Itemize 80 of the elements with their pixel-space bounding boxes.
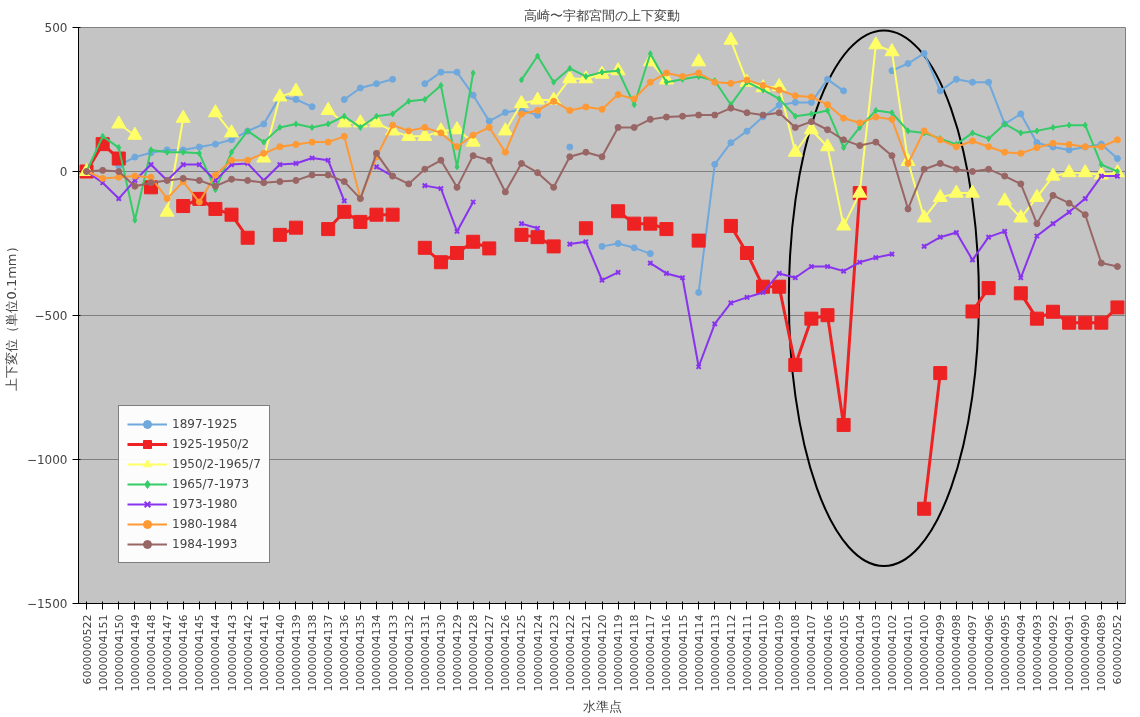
x-tick-label: 10000004130 bbox=[434, 614, 448, 692]
x-tick-label: 10000004151 bbox=[96, 614, 110, 692]
x-tick-label: 10000004144 bbox=[209, 614, 223, 692]
x-tick-label: 10000004094 bbox=[1014, 614, 1028, 692]
x-tick-label: 10000004146 bbox=[177, 614, 191, 692]
x-tick-label: 10000004122 bbox=[563, 614, 577, 692]
x-tick-label: 6000002052 bbox=[1111, 614, 1125, 685]
x-tick-label: 10000004123 bbox=[547, 614, 561, 692]
x-tick-label: 10000004093 bbox=[1030, 614, 1044, 692]
x-tick-label: 10000004145 bbox=[193, 614, 207, 692]
y-tick-label: −500 bbox=[34, 309, 68, 323]
x-tick-label: 10000004128 bbox=[467, 614, 481, 692]
x-tick-label: 10000004150 bbox=[112, 614, 126, 692]
x-tick-label: 10000004103 bbox=[869, 614, 883, 692]
x-tick-label: 10000004098 bbox=[950, 614, 964, 692]
x-tick-label: 10000004143 bbox=[225, 614, 239, 692]
x-axis-title: 水準点 bbox=[582, 699, 622, 715]
x-tick-label: 10000004125 bbox=[515, 614, 529, 692]
x-tick-label: 10000004091 bbox=[1063, 614, 1077, 692]
x-tick-label: 10000004119 bbox=[612, 614, 626, 692]
x-tick-label: 10000004127 bbox=[483, 614, 497, 692]
y-tick-label: −1000 bbox=[26, 453, 68, 467]
x-tick-label: 10000004134 bbox=[370, 614, 384, 692]
x-tick-label: 10000004106 bbox=[821, 614, 835, 692]
x-tick-label: 10000004121 bbox=[579, 614, 593, 692]
legend-label: 1897-1925 bbox=[172, 417, 238, 431]
x-tick-label: 10000004131 bbox=[418, 614, 432, 692]
x-tick-label: 10000004133 bbox=[386, 614, 400, 692]
x-tick-label: 10000004132 bbox=[402, 614, 416, 692]
x-tick-label: 10000004148 bbox=[144, 614, 158, 692]
y-tick-label: −1500 bbox=[26, 597, 68, 611]
x-tick-label: 10000004108 bbox=[789, 614, 803, 692]
x-tick-label: 10000004117 bbox=[644, 614, 658, 692]
x-tick-label: 10000004149 bbox=[128, 614, 142, 692]
x-tick-label: 10000004104 bbox=[853, 614, 867, 692]
legend-label: 1973-1980 bbox=[172, 497, 238, 511]
chart-title: 高崎〜宇都宮間の上下変動 bbox=[524, 7, 680, 23]
x-tick-label: 10000004097 bbox=[966, 614, 980, 692]
x-tick-label: 10000004140 bbox=[273, 614, 287, 692]
x-tick-label: 10000004107 bbox=[805, 614, 819, 692]
x-tick-label: 10000004095 bbox=[998, 614, 1012, 692]
x-tick-label: 10000004109 bbox=[773, 614, 787, 692]
x-tick-label: 10000004114 bbox=[692, 614, 706, 692]
x-tick-label: 10000004142 bbox=[241, 614, 255, 692]
x-tick-label: 10000004101 bbox=[902, 614, 916, 692]
x-tick-label: 10000004118 bbox=[628, 614, 642, 692]
x-tick-label: 10000004096 bbox=[982, 614, 996, 692]
x-tick-label: 10000004110 bbox=[757, 614, 771, 692]
legend-label: 1950/2-1965/7 bbox=[172, 457, 261, 471]
x-tick-label: 10000004126 bbox=[499, 614, 513, 692]
x-tick-label: 10000004137 bbox=[322, 614, 336, 692]
x-tick-label: 10000004105 bbox=[837, 614, 851, 692]
y-tick-label: 0 bbox=[59, 165, 68, 179]
y-axis-title: 上下変位（単位0.1mm） bbox=[3, 240, 19, 391]
x-tick-label: 10000004089 bbox=[1095, 614, 1109, 692]
x-tick-label: 10000004100 bbox=[918, 614, 932, 692]
legend-label: 1980-1984 bbox=[172, 517, 238, 531]
x-tick-label: 10000004115 bbox=[676, 614, 690, 692]
legend-label: 1984-1993 bbox=[172, 537, 238, 551]
legend-label: 1925-1950/2 bbox=[172, 437, 250, 451]
x-tick-label: 10000004102 bbox=[885, 614, 899, 692]
x-tick-label: 10000004116 bbox=[660, 614, 674, 692]
x-tick-label: 10000004092 bbox=[1047, 614, 1061, 692]
x-tick-label: 10000004138 bbox=[306, 614, 320, 692]
legend-label: 1965/7-1973 bbox=[172, 477, 250, 491]
x-tick-label: 10000004129 bbox=[451, 614, 465, 692]
x-tick-label: 10000004090 bbox=[1079, 614, 1093, 692]
x-tick-label: 10000004120 bbox=[596, 614, 609, 692]
x-tick-label: 10000004099 bbox=[934, 614, 948, 692]
x-tick-label: 10000004112 bbox=[724, 614, 738, 692]
x-tick-label: 10000004147 bbox=[161, 614, 175, 692]
x-tick-label: 10000004139 bbox=[289, 614, 303, 692]
x-tick-label: 10000004124 bbox=[531, 614, 545, 692]
x-tick-label: 10000004111 bbox=[740, 614, 754, 692]
y-tick-label: 500 bbox=[44, 21, 68, 35]
x-tick-label: 10000004113 bbox=[708, 614, 722, 692]
x-tick-label: 10000004135 bbox=[354, 614, 368, 692]
x-tick-label: 6000000522 bbox=[80, 614, 94, 685]
x-tick-label: 10000004136 bbox=[338, 614, 352, 692]
x-tick-label: 10000004141 bbox=[257, 614, 271, 692]
